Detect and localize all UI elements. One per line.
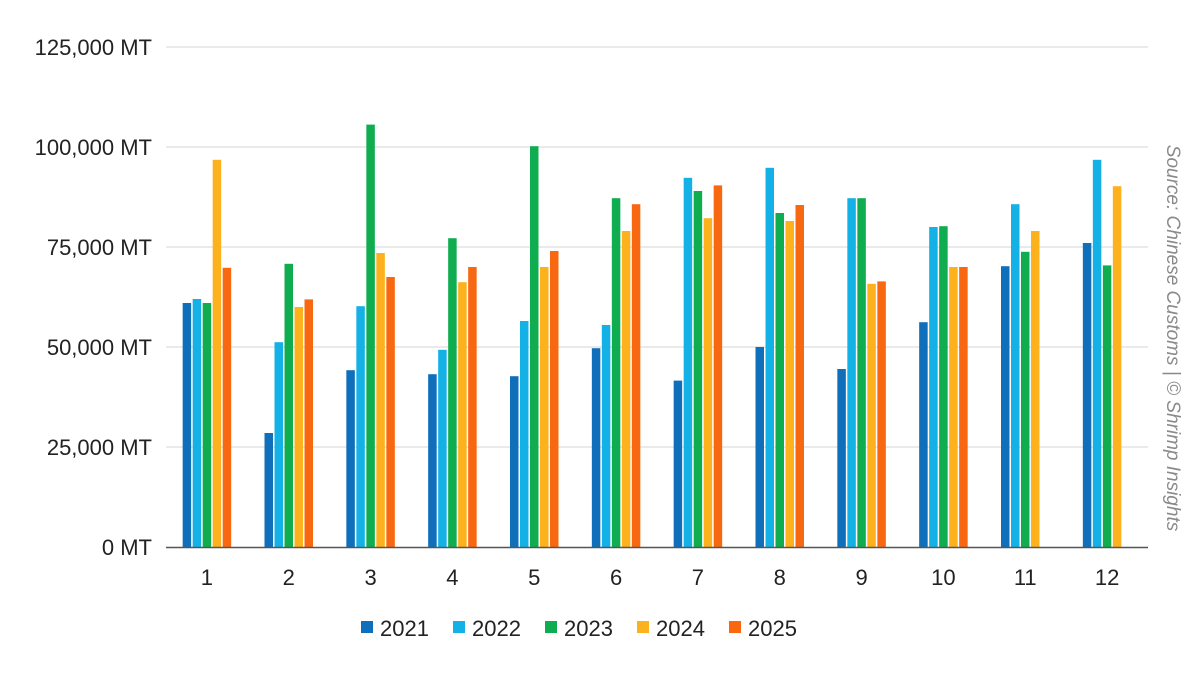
bar-2024-month-4 <box>458 282 467 547</box>
bar-2023-month-11 <box>1021 251 1030 548</box>
bar-2025-month-2 <box>304 299 313 547</box>
bar-2023-month-4 <box>448 238 457 547</box>
x-tick-label: 2 <box>283 565 295 590</box>
bar-2022-month-10 <box>929 227 938 547</box>
bar-2025-month-10 <box>959 267 968 547</box>
bar-2021-month-4 <box>428 374 437 547</box>
bar-2024-month-9 <box>867 283 876 547</box>
bar-2025-month-9 <box>877 281 886 547</box>
y-tick-label: 50,000 MT <box>47 335 152 360</box>
bar-2025-month-7 <box>713 185 723 547</box>
bar-2023-month-9 <box>857 198 866 547</box>
bar-2021-month-5 <box>510 376 519 547</box>
legend-swatch-2022 <box>453 621 465 633</box>
bar-2024-month-11 <box>1031 231 1040 547</box>
bar-2022-month-3 <box>356 306 365 547</box>
bar-2024-month-12 <box>1112 186 1122 547</box>
y-tick-label: 75,000 MT <box>47 235 152 260</box>
x-tick-label: 4 <box>446 565 458 590</box>
bar-2025-month-4 <box>468 267 477 547</box>
x-tick-label: 1 <box>201 565 213 590</box>
bar-2023-month-2 <box>284 263 293 547</box>
bar-2021-month-10 <box>919 322 928 547</box>
bar-2022-month-5 <box>520 321 529 547</box>
bar-2024-month-6 <box>621 231 631 547</box>
bar-2021-month-7 <box>673 380 683 547</box>
x-tick-label: 8 <box>774 565 786 590</box>
bar-2021-month-9 <box>837 369 846 547</box>
bar-2022-month-7 <box>683 177 693 548</box>
bar-2024-month-8 <box>785 221 794 547</box>
bar-2025-month-3 <box>386 277 395 547</box>
legend-swatch-2023 <box>545 621 557 633</box>
x-axis-ticks: 1 2 3 4 5 6 7 8 9 10 11 12 <box>201 565 1120 590</box>
y-tick-label: 100,000 MT <box>35 135 152 160</box>
bar-2021-month-12 <box>1082 243 1092 547</box>
bar-2023-month-8 <box>775 213 784 547</box>
bar-2022-month-9 <box>847 198 856 547</box>
x-tick-label: 10 <box>931 565 955 590</box>
bar-2023-month-6 <box>611 198 621 547</box>
bar-2025-month-8 <box>795 205 804 547</box>
legend-label-2023: 2023 <box>564 616 613 641</box>
x-tick-label: 12 <box>1095 565 1119 590</box>
bar-2025-month-5 <box>550 251 559 547</box>
bar-2022-month-8 <box>765 167 774 548</box>
x-tick-label: 6 <box>610 565 622 590</box>
bar-2024-month-2 <box>294 307 303 547</box>
bar-2023-month-1 <box>202 303 212 547</box>
x-tick-label: 7 <box>692 565 704 590</box>
bar-2021-month-1 <box>182 303 192 547</box>
bar-2021-month-3 <box>346 370 355 547</box>
bar-2022-month-4 <box>438 349 447 547</box>
y-tick-label: 125,000 MT <box>35 35 152 60</box>
bar-2021-month-2 <box>264 433 273 547</box>
bar-2023-month-5 <box>530 146 539 547</box>
bar-2025-month-1 <box>222 267 232 547</box>
bar-2022-month-2 <box>274 342 283 547</box>
bar-2022-month-12 <box>1092 159 1102 548</box>
bar-2024-month-3 <box>376 253 385 547</box>
bar-2024-month-5 <box>540 267 549 547</box>
legend-swatch-2025 <box>729 621 741 633</box>
bar-2025-month-6 <box>631 204 641 547</box>
bar-2021-month-8 <box>755 347 764 547</box>
y-tick-label: 0 MT <box>102 535 152 560</box>
x-tick-label: 5 <box>528 565 540 590</box>
gridlines <box>166 46 1148 448</box>
y-tick-label: 25,000 MT <box>47 435 152 460</box>
x-tick-label: 9 <box>855 565 867 590</box>
legend-label-2024: 2024 <box>656 616 705 641</box>
legend: 2021 2022 2023 2024 2025 <box>361 616 797 641</box>
bar-2021-month-6 <box>591 348 601 547</box>
bar-2024-month-10 <box>949 267 958 547</box>
bars <box>182 124 1122 548</box>
legend-label-2022: 2022 <box>472 616 521 641</box>
bar-2023-month-3 <box>366 124 375 547</box>
legend-swatch-2021 <box>361 621 373 633</box>
bar-2022-month-6 <box>601 325 611 547</box>
bar-2022-month-11 <box>1011 204 1020 547</box>
y-axis-ticks: 0 MT 25,000 MT 50,000 MT 75,000 MT 100,000 M… <box>35 35 152 560</box>
bar-2022-month-1 <box>192 299 202 547</box>
bar-2023-month-10 <box>939 226 948 547</box>
legend-label-2021: 2021 <box>380 616 429 641</box>
x-tick-label: 3 <box>364 565 376 590</box>
source-caption: Source: Chinese Customs | © Shrimp Insig… <box>1162 145 1183 532</box>
bar-2023-month-12 <box>1102 265 1112 547</box>
bar-2024-month-7 <box>703 218 713 547</box>
bar-2021-month-11 <box>1001 266 1010 547</box>
legend-swatch-2024 <box>637 621 649 633</box>
bar-2024-month-1 <box>212 159 222 548</box>
legend-label-2025: 2025 <box>748 616 797 641</box>
bar-2023-month-7 <box>693 191 703 547</box>
x-tick-label: 11 <box>1014 565 1037 590</box>
